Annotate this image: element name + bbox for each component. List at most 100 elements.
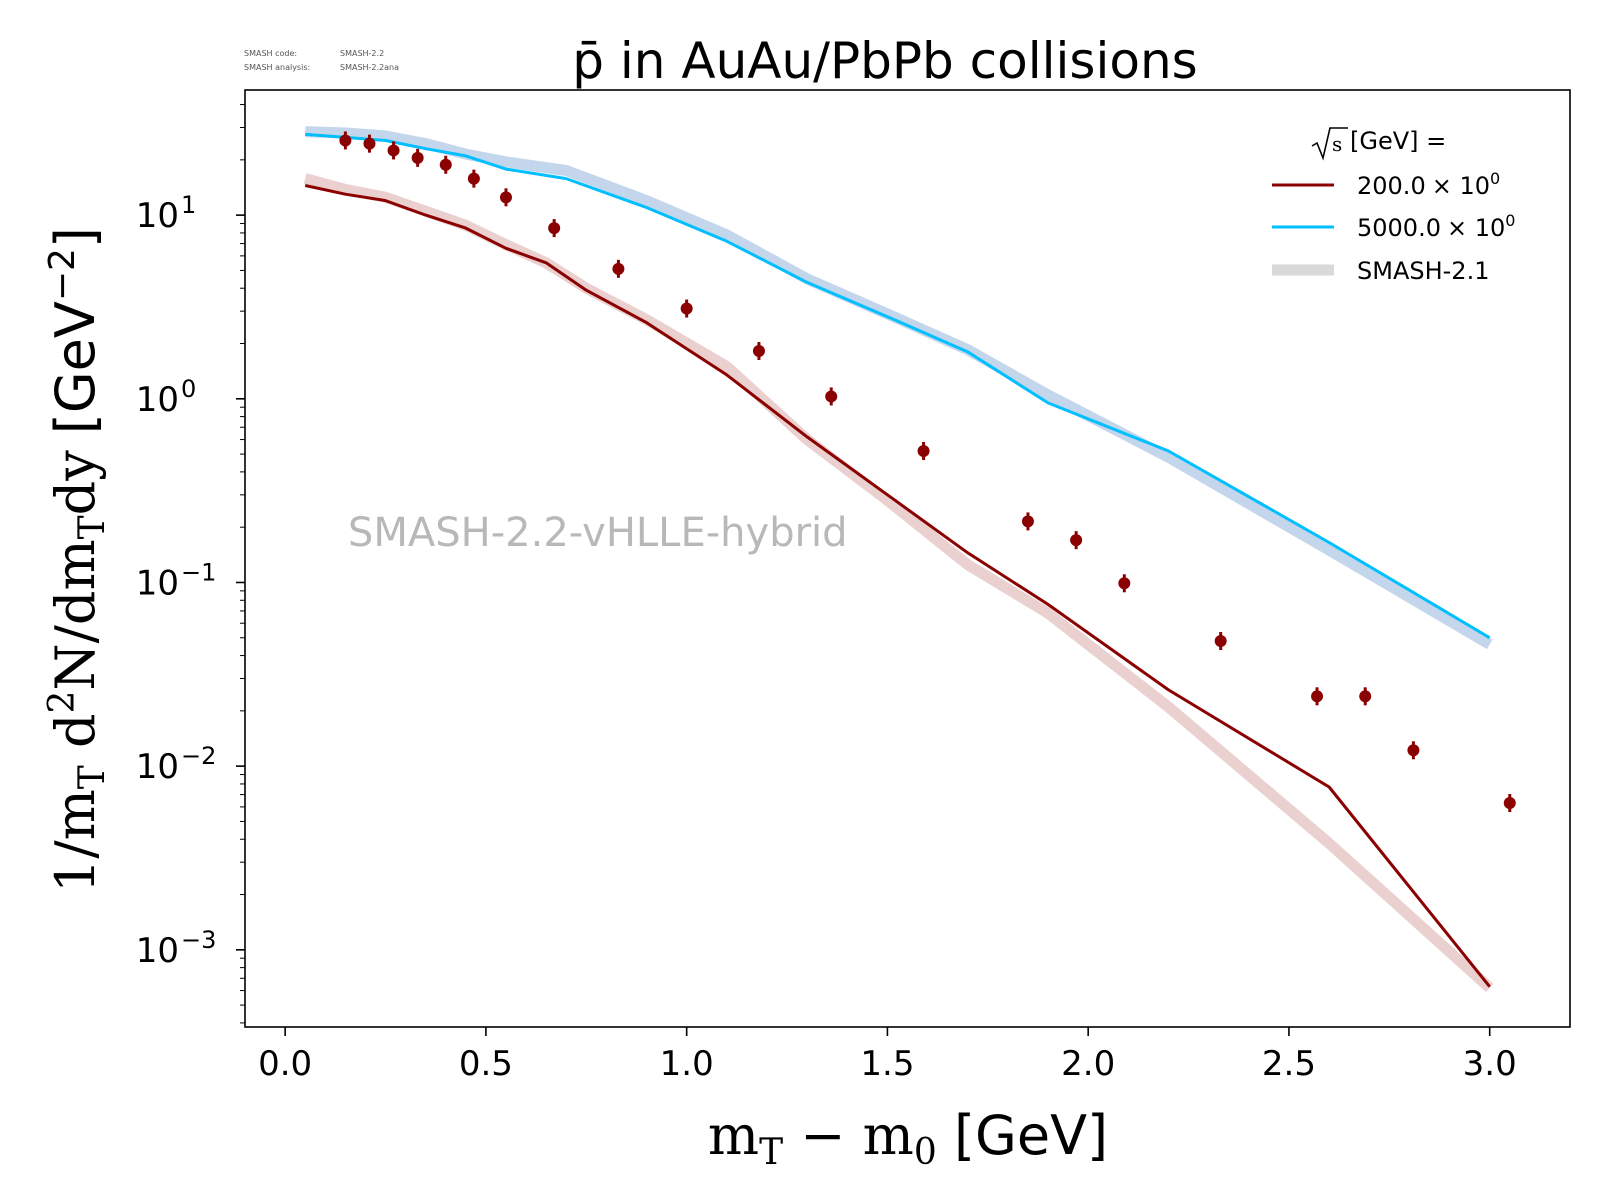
y-tick-label: 10: [136, 196, 179, 236]
legend-label-5000-exp: 0: [1505, 211, 1515, 230]
x-label-main: m: [708, 1104, 759, 1167]
legend-label-200: 200.0 × 100: [1357, 169, 1500, 200]
y-axis-label: 1/mT d2N/dmTdy[GeV−2]: [42, 227, 113, 893]
data-marker: [363, 137, 376, 150]
data-point: [612, 259, 625, 278]
y-label-sup: 2: [42, 691, 83, 714]
y-tick-base: 10: [136, 747, 179, 787]
watermark: SMASH-2.2-vHLLE-hybrid: [348, 510, 848, 556]
version-info-value-2: SMASH-2.2ana: [340, 63, 399, 72]
y-axis-minor-ticks: [240, 104, 245, 1024]
y-tick-base: 10: [136, 380, 179, 420]
data-marker: [1503, 797, 1516, 810]
x-label-unit: [GeV]: [937, 1104, 1108, 1167]
version-info-label-1: SMASH code:: [244, 49, 297, 58]
data-point: [825, 387, 838, 406]
data-point: [387, 141, 400, 160]
legend-label-200-times: × 10: [1432, 172, 1490, 200]
legend-label-smash-2-1: SMASH-2.1: [1357, 257, 1489, 285]
x-label-sub: T: [759, 1132, 783, 1173]
data-point: [1070, 531, 1083, 550]
data-marker: [387, 144, 400, 157]
data-point: [680, 299, 693, 318]
series-line-0: [304, 184, 1491, 988]
y-tick-label: 10: [136, 747, 179, 787]
data-point: [439, 155, 452, 174]
data-marker: [825, 390, 838, 403]
legend-entry-200: 200.0 × 100: [1272, 169, 1500, 200]
legend-title: s [GeV] =: [1311, 127, 1446, 161]
version-info: SMASH code: SMASH-2.2 SMASH analysis: SM…: [244, 49, 399, 72]
smash-band-2: [303, 173, 1494, 992]
data-point: [1118, 574, 1131, 593]
y-tick-exponent: −3: [181, 926, 216, 954]
data-marker: [917, 444, 930, 457]
data-point: [499, 188, 512, 207]
y-tick-exponent: 0: [181, 375, 196, 403]
data-marker: [1311, 690, 1324, 703]
x-tick-label: 0.5: [459, 1044, 513, 1084]
data-marker: [752, 345, 765, 358]
data-point: [548, 219, 561, 238]
y-label-unit-end: ]: [44, 227, 107, 248]
y-tick-exponent: 1: [181, 191, 196, 219]
legend-label-200-value: 200.0: [1357, 172, 1426, 200]
data-point: [363, 134, 376, 153]
x-tick-label: 1.5: [860, 1044, 914, 1084]
data-marker: [548, 222, 561, 235]
legend-label-5000-value: 5000.0: [1357, 214, 1441, 242]
legend-title-suffix: [GeV] =: [1350, 127, 1446, 155]
x-tick-label: 2.0: [1061, 1044, 1115, 1084]
x-tick-label: 2.5: [1262, 1044, 1316, 1084]
data-point: [1214, 632, 1227, 651]
x-label-mid: − m: [783, 1104, 914, 1167]
data-point: [752, 342, 765, 361]
data-points: [339, 131, 1516, 813]
y-label-unit-exp: −2: [42, 248, 83, 301]
legend-label-200-exp: 0: [1490, 169, 1500, 188]
y-tick-exponent: −1: [181, 558, 216, 586]
y-label-part-2: d: [44, 713, 107, 765]
data-marker: [1407, 744, 1420, 757]
legend-title-s: s: [1332, 132, 1342, 156]
data-point: [339, 131, 352, 150]
series-line-1: [305, 132, 1491, 640]
version-info-label-2: SMASH analysis:: [244, 63, 310, 72]
data-point: [917, 441, 930, 460]
legend-entry-smash-2-1: SMASH-2.1: [1272, 257, 1489, 285]
data-point: [467, 169, 480, 188]
y-label-sub-2: T: [72, 515, 113, 539]
y-label-sub-1: T: [72, 765, 113, 789]
data-marker: [1359, 690, 1372, 703]
y-label-part-1: 1/m: [44, 789, 107, 893]
chart-title: p̄ in AuAu/PbPb collisions: [572, 32, 1197, 90]
data-marker: [339, 134, 352, 147]
data-point: [1359, 687, 1372, 706]
y-tick-base: 10: [136, 931, 179, 971]
data-marker: [612, 262, 625, 275]
data-point: [1021, 512, 1034, 531]
legend: s [GeV] = 200.0 × 100 5000.0 × 100 SMASH-2…: [1272, 127, 1515, 285]
data-marker: [439, 158, 452, 171]
y-tick-exponent: −2: [181, 742, 216, 770]
series-lines: [304, 132, 1491, 988]
legend-label-5000: 5000.0 × 100: [1357, 211, 1515, 242]
x-tick-label: 3.0: [1463, 1044, 1517, 1084]
data-marker: [1214, 635, 1227, 648]
y-tick-label: 10: [136, 563, 179, 603]
data-point: [1407, 741, 1420, 760]
data-point: [1311, 687, 1324, 706]
x-axis-label: mT − m0 [GeV]: [708, 1104, 1108, 1173]
y-label-part-3: N/dm: [44, 539, 107, 690]
data-marker: [680, 302, 693, 315]
data-marker: [1021, 515, 1034, 528]
data-marker: [1070, 534, 1083, 547]
plot-frame: [244, 89, 1571, 1028]
y-tick-base: 10: [136, 196, 179, 236]
y-tick-label: 10: [136, 931, 179, 971]
data-marker: [499, 191, 512, 204]
y-tick-base: 10: [136, 563, 179, 603]
version-info-value-1: SMASH-2.2: [340, 49, 384, 58]
